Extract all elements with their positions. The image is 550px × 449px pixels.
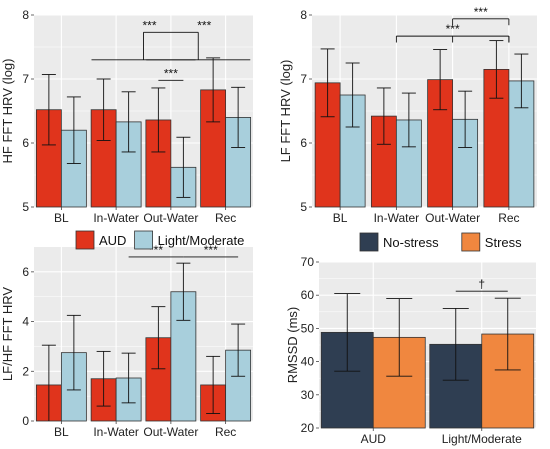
y-tick-label: 70 <box>301 255 315 269</box>
x-tick-label: BL <box>54 211 69 225</box>
x-tick-label: AUD <box>361 432 387 446</box>
bar-no-stress-aud <box>320 331 374 429</box>
legend: AUD Light/Moderate <box>75 230 245 250</box>
significance-label: *** <box>204 243 218 257</box>
y-tick-label: 5 <box>22 200 29 214</box>
error-bar <box>442 308 469 381</box>
significance-label: *** <box>142 18 156 32</box>
significance-bracket: *** <box>183 243 239 258</box>
y-tick-label: 40 <box>301 355 315 369</box>
legend-swatch <box>359 232 379 252</box>
legend-label: No-stress <box>383 235 439 250</box>
y-tick-label: 6 <box>300 136 307 150</box>
error-bar <box>320 48 335 118</box>
x-tick-label: In-Water <box>93 211 139 225</box>
legend-swatch <box>461 232 481 252</box>
y-tick-label: 60 <box>301 288 315 302</box>
significance-bracket: *** <box>452 5 510 26</box>
error-bar <box>433 49 448 111</box>
error-bar <box>176 136 191 198</box>
error-bar <box>489 40 504 99</box>
significance-label: *** <box>164 66 178 80</box>
error-bar <box>458 90 473 148</box>
y-axis-title: HF FFT HRV (log) <box>0 59 15 164</box>
panel-D: 20 30 40 50 60 70 AUD Light/Moderate RMSSD (ms) †… <box>285 232 536 446</box>
error-bar <box>334 293 361 372</box>
error-bar <box>231 323 246 377</box>
x-tick-label: Rec <box>215 211 236 225</box>
legend-label: Stress <box>485 235 522 250</box>
y-axis-title: LF/HF FFT HRV <box>0 287 15 381</box>
x-tick-label: Rec <box>498 211 519 225</box>
x-tick-label: BL <box>54 425 69 439</box>
y-tick-label: 30 <box>301 388 315 402</box>
significance-bracket: *** <box>158 66 184 81</box>
error-bar <box>345 62 360 128</box>
significance-label: *** <box>446 22 460 36</box>
y-tick-label: 50 <box>301 321 315 335</box>
y-tick-label: 5 <box>300 200 307 214</box>
panel-A: 5 6 7 8 BL In-Water Out-Water Rec HF FFT HRV (lo… <box>0 8 253 225</box>
x-tick-label: BL <box>333 211 348 225</box>
error-bar <box>401 92 416 148</box>
y-axis-title: LF FFT HRV (log) <box>278 60 293 163</box>
y-tick-label: 7 <box>300 72 307 86</box>
y-tick-label: 8 <box>22 8 29 22</box>
x-tick-label: Rec <box>215 425 236 439</box>
significance-bracket: *** <box>395 22 510 43</box>
legend-label: Light/Moderate <box>158 233 245 248</box>
error-bar <box>66 314 81 391</box>
y-tick-label: 0 <box>22 414 29 428</box>
legend-label: AUD <box>99 233 126 248</box>
significance-bracket: † <box>455 277 508 292</box>
error-bar <box>231 86 246 148</box>
error-bar <box>121 91 136 153</box>
x-tick-label: Out-Water <box>143 425 198 439</box>
y-tick-label: 2 <box>22 364 29 378</box>
y-axis-title: RMSSD (ms) <box>285 307 300 384</box>
error-bar <box>206 355 221 414</box>
y-tick-label: 20 <box>301 421 315 435</box>
error-bar <box>41 344 56 421</box>
significance-bracket: *** *** <box>91 18 251 61</box>
error-bar <box>494 297 521 371</box>
error-bar <box>121 352 136 404</box>
error-bar <box>151 306 166 370</box>
error-bar <box>176 262 191 321</box>
x-tick-label: In-Water <box>374 211 420 225</box>
panel-C: 0 2 4 6 BL In-Water Out-Water Rec LF/HF FFT HRV *… <box>0 230 253 439</box>
y-tick-label: 8 <box>300 8 307 22</box>
y-tick-label: 7 <box>22 72 29 86</box>
legend-swatch <box>134 230 154 250</box>
y-tick-label: 4 <box>22 315 29 329</box>
significance-label: *** <box>474 5 488 19</box>
error-bar <box>376 87 391 145</box>
x-tick-label: In-Water <box>93 425 139 439</box>
error-bar <box>96 350 111 407</box>
legend-swatch <box>75 230 95 250</box>
error-bar <box>206 57 221 123</box>
error-bar <box>96 78 111 141</box>
y-tick-label: 6 <box>22 136 29 150</box>
significance-label: *** <box>197 18 211 32</box>
panel-B: 5 6 7 8 BL In-Water Out-Water Rec LF FFT HRV (lo… <box>278 5 537 225</box>
legend: No-stress Stress <box>359 232 522 252</box>
error-bar <box>151 87 166 153</box>
error-bar <box>41 74 56 146</box>
error-bar <box>66 96 81 164</box>
x-tick-label: Out-Water <box>425 211 480 225</box>
x-tick-label: Light/Moderate <box>442 432 522 446</box>
significance-label: † <box>478 277 485 291</box>
y-tick-label: 6 <box>22 265 29 279</box>
x-tick-label: Out-Water <box>143 211 198 225</box>
error-bar <box>386 298 413 377</box>
error-bar <box>514 53 529 109</box>
